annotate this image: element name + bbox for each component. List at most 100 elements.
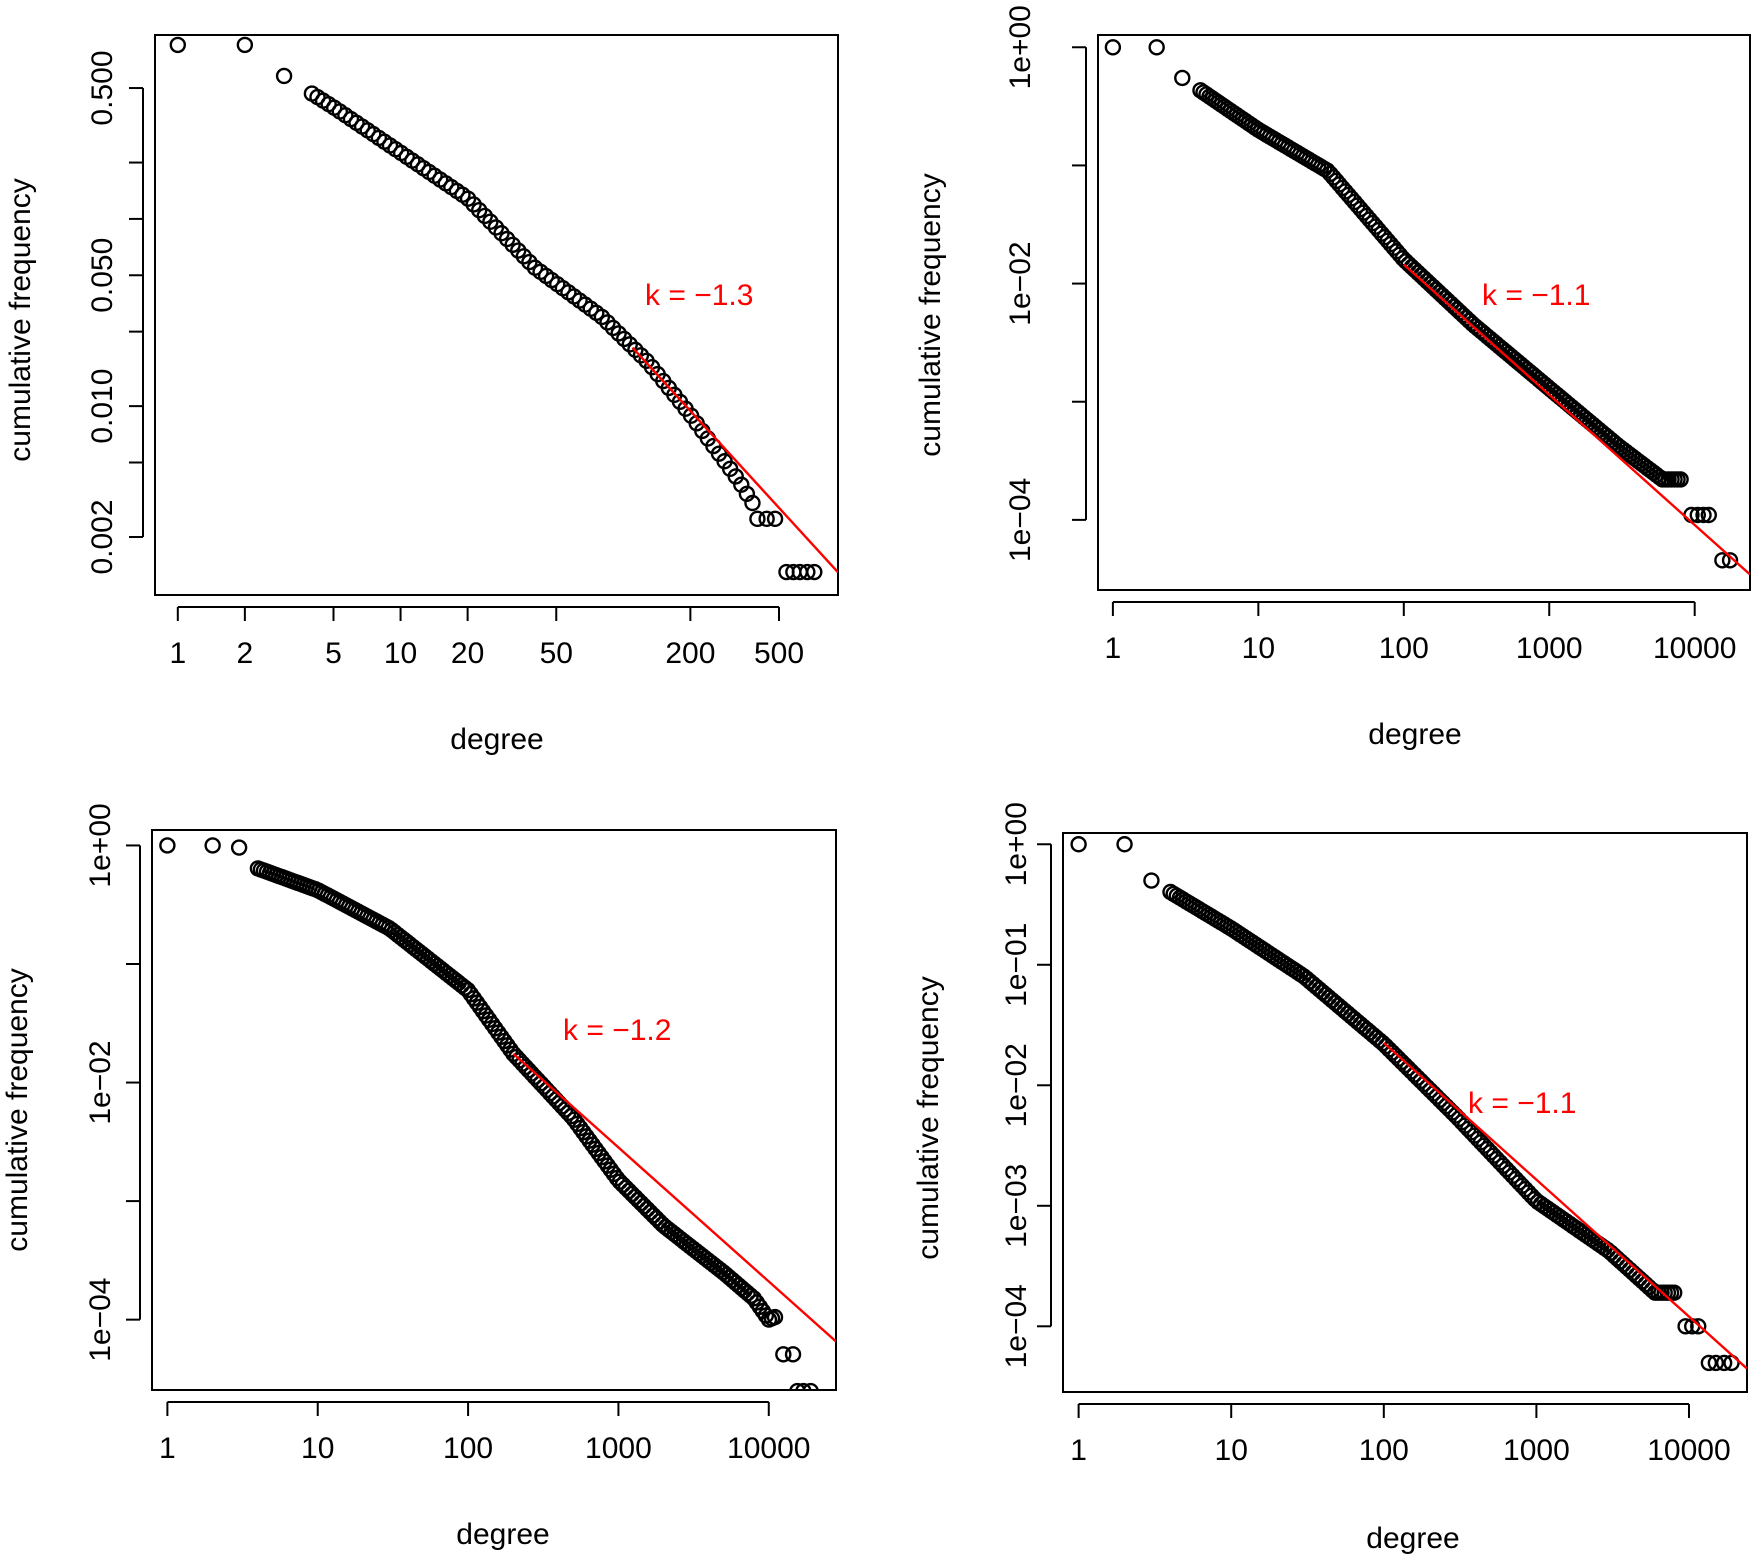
y-tick-label: 1e−02 bbox=[84, 1040, 117, 1124]
fit-label: k = −1.2 bbox=[563, 1014, 671, 1047]
data-point bbox=[795, 1382, 812, 1390]
x-tick-label: 50 bbox=[540, 637, 573, 670]
data-point bbox=[236, 36, 254, 54]
y-tick-label: 1e−03 bbox=[1000, 1164, 1033, 1248]
panel-bottom-left: k = −1.2 degree cumulative frequency 1 10… bbox=[1, 803, 837, 1551]
y-tick-label: 1e−04 bbox=[1004, 478, 1037, 562]
fit-line bbox=[1383, 1041, 1747, 1370]
data-point bbox=[784, 1346, 802, 1363]
data-point bbox=[610, 325, 627, 342]
data-point bbox=[604, 319, 622, 337]
plot-frame bbox=[1097, 34, 1751, 591]
data-point bbox=[159, 837, 176, 854]
x-tick-label: 100 bbox=[1379, 632, 1429, 665]
x-tick-label: 10000 bbox=[727, 1432, 810, 1465]
data-point bbox=[616, 330, 633, 348]
y-tick-label: 1e+00 bbox=[1000, 802, 1033, 886]
plot-frame bbox=[151, 829, 837, 1391]
data-point bbox=[1695, 506, 1712, 524]
y-tick-label: 0.010 bbox=[86, 369, 119, 444]
data-layer bbox=[1070, 836, 1747, 1372]
x-tick-label: 1000 bbox=[1516, 632, 1583, 665]
panel-bottom-right: k = −1.1 degree cumulative frequency 1 10… bbox=[912, 802, 1748, 1555]
y-tick-label: 1e−02 bbox=[1004, 241, 1037, 325]
y-tick-label: 0.002 bbox=[86, 499, 119, 574]
x-tick-label: 20 bbox=[451, 637, 484, 670]
data-point bbox=[1700, 506, 1717, 524]
x-tick-label: 2 bbox=[237, 637, 254, 670]
data-point bbox=[599, 314, 616, 331]
y-tick-label: 0.500 bbox=[86, 51, 119, 126]
y-tick-label: 1e−04 bbox=[1000, 1284, 1033, 1368]
data-point bbox=[1665, 1284, 1683, 1301]
data-point bbox=[1672, 471, 1689, 488]
x-axis-label: degree bbox=[450, 723, 543, 756]
data-point bbox=[632, 347, 650, 364]
x-tick-label: 10000 bbox=[1653, 632, 1736, 665]
data-layer bbox=[159, 837, 836, 1390]
fit-label: k = −1.1 bbox=[1482, 279, 1590, 312]
data-point bbox=[1714, 552, 1731, 569]
data-layer bbox=[1104, 39, 1750, 576]
fit-label: k = −1.1 bbox=[1468, 1087, 1576, 1120]
panel-top-left: k = −1.3 degree cumulative frequency 1 2 5… bbox=[4, 34, 839, 756]
y-tick-label: 1e+00 bbox=[84, 803, 117, 887]
y-tick-label: 1e−01 bbox=[1000, 923, 1033, 1007]
x-axis-label: degree bbox=[1368, 718, 1461, 751]
plot-frame bbox=[154, 34, 839, 596]
x-tick-label: 100 bbox=[1359, 1434, 1409, 1467]
fit-label: k = −1.3 bbox=[645, 279, 753, 312]
data-point bbox=[204, 837, 221, 854]
panel-top-right: k = −1.1 degree cumulative frequency 1 10… bbox=[914, 5, 1751, 751]
data-point bbox=[727, 468, 744, 485]
data-point bbox=[799, 563, 816, 581]
y-axis-label: cumulative frequency bbox=[914, 173, 947, 456]
y-axis-label: cumulative frequency bbox=[912, 976, 945, 1259]
data-point bbox=[775, 1346, 792, 1363]
x-tick-label: 5 bbox=[325, 637, 342, 670]
x-tick-label: 200 bbox=[665, 637, 715, 670]
x-axis-label: degree bbox=[1366, 1522, 1459, 1555]
data-point bbox=[1070, 836, 1087, 853]
y-tick-label: 1e−04 bbox=[84, 1278, 117, 1362]
data-point bbox=[766, 510, 784, 528]
data-point bbox=[789, 1382, 806, 1390]
fit-line bbox=[1402, 263, 1750, 576]
x-tick-label: 1000 bbox=[1503, 1434, 1570, 1467]
data-point bbox=[627, 341, 644, 359]
x-tick-label: 1000 bbox=[585, 1432, 652, 1465]
x-tick-label: 1 bbox=[1070, 1434, 1087, 1467]
fit-line bbox=[512, 1052, 836, 1343]
data-point bbox=[758, 510, 775, 528]
fit-line bbox=[631, 346, 838, 574]
x-tick-label: 10 bbox=[1215, 1434, 1248, 1467]
data-point bbox=[169, 36, 187, 54]
data-point bbox=[1721, 552, 1739, 569]
x-tick-label: 10000 bbox=[1647, 1434, 1730, 1467]
data-point bbox=[621, 336, 638, 353]
data-point bbox=[1174, 69, 1191, 87]
data-layer bbox=[169, 36, 838, 581]
y-tick-label: 1e−02 bbox=[1000, 1043, 1033, 1127]
x-tick-label: 100 bbox=[443, 1432, 493, 1465]
x-tick-label: 10 bbox=[301, 1432, 334, 1465]
data-point bbox=[1689, 506, 1706, 524]
x-tick-label: 10 bbox=[1242, 632, 1275, 665]
data-point bbox=[749, 510, 766, 528]
x-tick-label: 10 bbox=[384, 637, 417, 670]
data-point bbox=[230, 839, 248, 856]
y-tick-label: 0.050 bbox=[86, 238, 119, 313]
data-point bbox=[1148, 39, 1165, 56]
data-point bbox=[1104, 39, 1122, 56]
x-tick-label: 1 bbox=[159, 1432, 176, 1465]
data-point bbox=[763, 1310, 781, 1327]
data-point bbox=[1116, 836, 1133, 853]
x-tick-label: 500 bbox=[754, 637, 804, 670]
x-axis-label: degree bbox=[456, 1518, 549, 1551]
plot-frame bbox=[1062, 832, 1748, 1393]
data-point bbox=[806, 563, 823, 581]
data-point bbox=[1677, 1318, 1694, 1335]
data-point bbox=[1715, 1354, 1733, 1372]
data-point bbox=[802, 1382, 819, 1390]
